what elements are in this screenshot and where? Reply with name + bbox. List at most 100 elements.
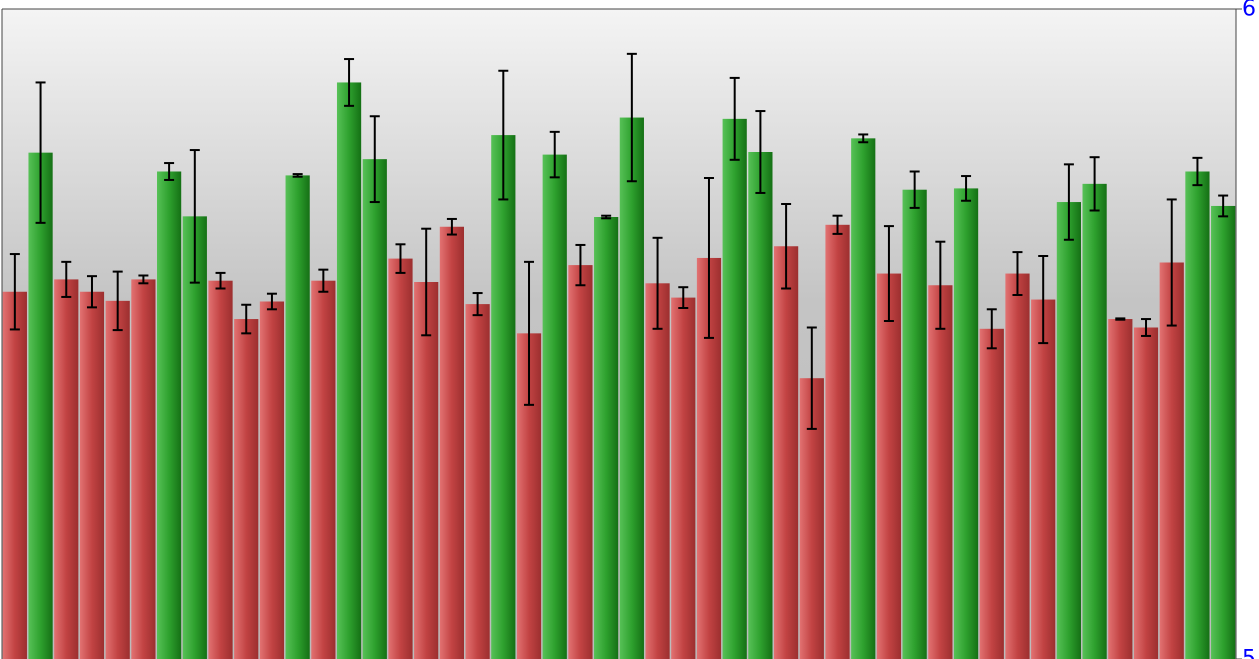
bar <box>1108 319 1133 659</box>
error-bar <box>781 203 792 290</box>
error-bar <box>703 177 714 339</box>
error-bar <box>421 227 432 337</box>
bar <box>362 159 387 659</box>
error-bar <box>806 326 817 430</box>
y-tick-label: 5 <box>1242 647 1256 659</box>
error-bar <box>601 214 612 220</box>
bar <box>1159 262 1184 659</box>
bar <box>491 135 516 659</box>
error-bar <box>86 275 97 309</box>
bar <box>1133 327 1159 659</box>
bar <box>157 171 182 659</box>
bar <box>645 283 670 659</box>
error-bar <box>1115 317 1126 321</box>
bar <box>851 138 876 659</box>
bar <box>1185 171 1210 659</box>
error-bar <box>1012 251 1023 296</box>
bars-layer <box>2 82 1236 659</box>
error-bar <box>292 173 303 178</box>
error-bar <box>1218 194 1229 218</box>
bar <box>1031 299 1056 659</box>
bar <box>388 258 413 659</box>
bar <box>1082 183 1107 659</box>
error-bar <box>575 243 586 287</box>
bar <box>774 246 799 659</box>
bar <box>208 280 233 659</box>
bar <box>311 280 336 659</box>
error-bar <box>678 286 689 309</box>
error-bar <box>909 170 920 209</box>
error-bar <box>858 133 869 144</box>
error-bar <box>1166 198 1177 327</box>
error-bars-layer <box>9 52 1229 430</box>
error-bar <box>935 240 946 330</box>
bar <box>414 282 439 659</box>
bar <box>542 154 567 659</box>
error-bar <box>189 149 200 284</box>
bar <box>234 319 259 659</box>
error-bar <box>832 214 843 235</box>
error-bar <box>652 236 663 330</box>
bar <box>259 301 285 659</box>
bar <box>568 265 593 659</box>
error-bar <box>395 243 406 274</box>
error-bar <box>138 274 149 285</box>
bar <box>105 300 130 659</box>
bar <box>979 328 1004 659</box>
error-bar <box>1063 163 1074 241</box>
bar <box>182 216 207 659</box>
error-bar <box>498 69 509 201</box>
error-bar <box>472 292 483 317</box>
error-bar <box>626 52 637 183</box>
y-axis-ticks: 56 <box>1236 0 1256 659</box>
error-bar <box>1192 156 1203 187</box>
y-tick-label: 6 <box>1242 0 1256 22</box>
error-bar <box>344 58 355 107</box>
plot-background <box>2 9 1236 659</box>
error-bar <box>318 268 329 293</box>
error-bar <box>266 292 277 311</box>
error-bar <box>1141 318 1152 337</box>
bar <box>2 291 27 659</box>
bar <box>1056 202 1081 659</box>
bar <box>594 217 619 659</box>
error-bar <box>524 260 535 406</box>
bar <box>928 285 953 659</box>
bar <box>953 188 979 659</box>
error-bar <box>369 115 380 204</box>
error-bar <box>729 76 740 161</box>
error-bar <box>549 130 560 179</box>
error-bar <box>883 225 894 322</box>
bar <box>748 152 773 659</box>
bar <box>285 175 310 659</box>
bar <box>1211 205 1236 659</box>
error-bar <box>164 162 175 181</box>
error-bar <box>986 308 997 350</box>
bar <box>902 189 927 659</box>
bar <box>28 152 53 659</box>
error-bar <box>446 217 457 236</box>
error-bar <box>1038 255 1049 345</box>
bar <box>54 279 79 659</box>
bar <box>876 273 902 659</box>
error-bar <box>961 175 972 202</box>
bar <box>336 82 362 659</box>
bar <box>722 118 747 659</box>
error-bar <box>241 303 252 335</box>
error-bar <box>35 81 46 224</box>
error-bar <box>755 110 766 194</box>
bar <box>671 297 696 659</box>
bar <box>1005 273 1030 659</box>
bar <box>465 304 490 659</box>
bar <box>131 279 156 659</box>
bar <box>439 226 464 659</box>
bar <box>619 117 644 659</box>
bar <box>79 291 105 659</box>
error-bar <box>215 271 226 290</box>
error-bar <box>1089 156 1100 212</box>
error-bar <box>9 253 20 331</box>
bar <box>825 224 850 659</box>
error-bar <box>112 270 123 332</box>
error-bar <box>61 260 72 298</box>
